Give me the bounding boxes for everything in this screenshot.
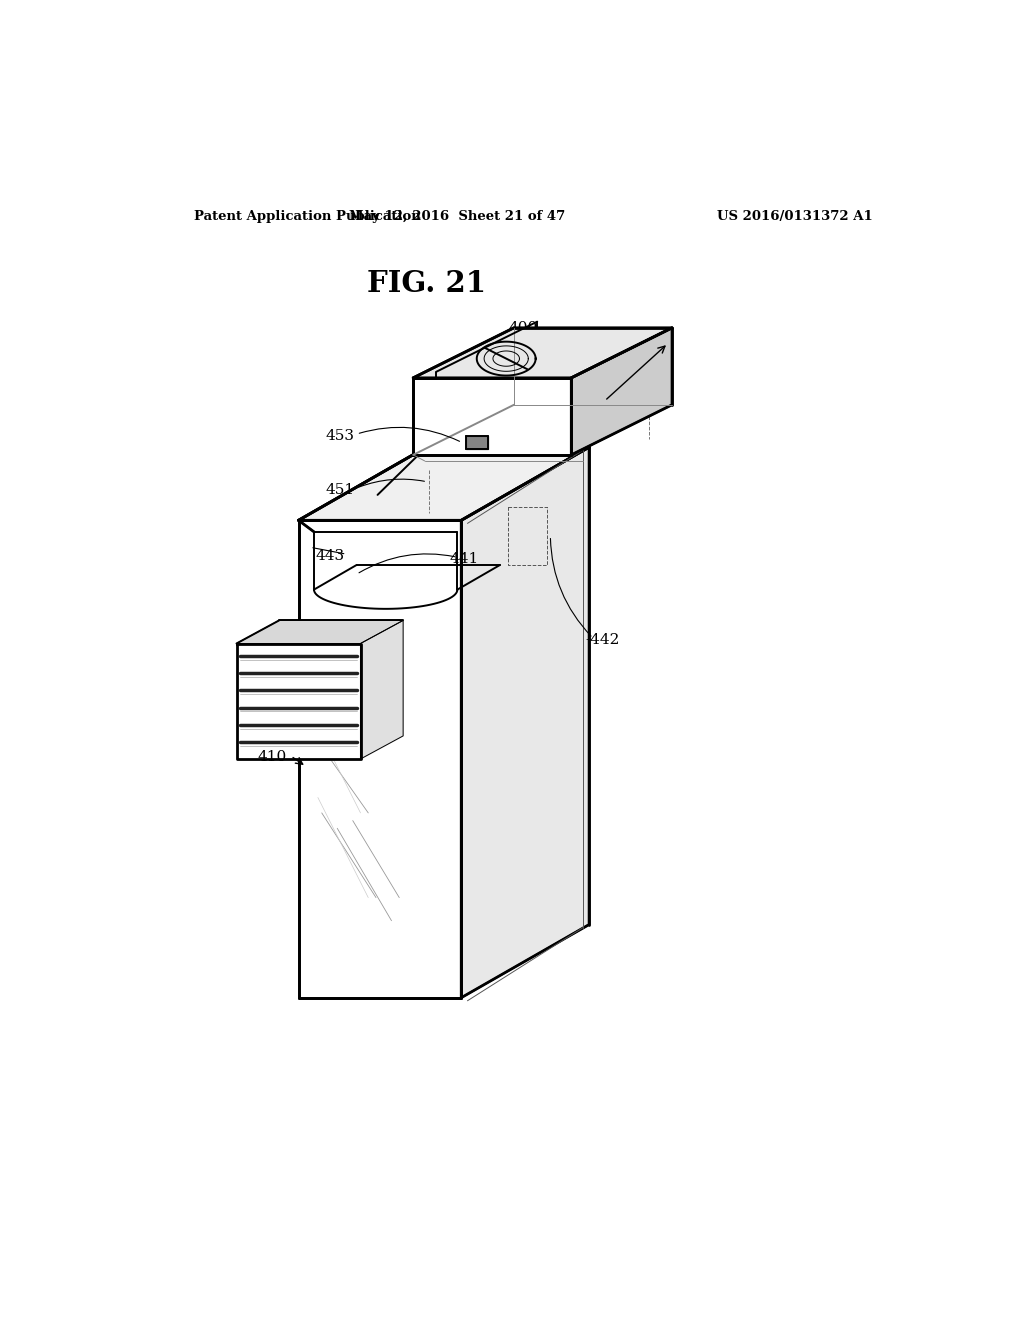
Text: FIG. 21: FIG. 21 xyxy=(367,269,485,297)
Text: -442: -442 xyxy=(586,632,620,647)
Polygon shape xyxy=(299,447,589,520)
Text: 443: 443 xyxy=(315,549,345,562)
Polygon shape xyxy=(237,644,360,759)
Text: 410: 410 xyxy=(257,751,287,764)
Text: 400: 400 xyxy=(509,321,538,335)
Text: 450: 450 xyxy=(601,391,630,404)
Text: May 12, 2016  Sheet 21 of 47: May 12, 2016 Sheet 21 of 47 xyxy=(349,210,565,223)
Polygon shape xyxy=(237,620,403,644)
Text: US 2016/0131372 A1: US 2016/0131372 A1 xyxy=(717,210,872,223)
Polygon shape xyxy=(414,327,672,378)
Text: 441: 441 xyxy=(450,552,479,566)
Polygon shape xyxy=(461,447,589,998)
Text: Patent Application Publication: Patent Application Publication xyxy=(194,210,421,223)
Polygon shape xyxy=(571,327,672,455)
Polygon shape xyxy=(414,378,571,455)
Text: 451: 451 xyxy=(326,483,354,496)
Polygon shape xyxy=(466,436,487,449)
Polygon shape xyxy=(299,520,461,998)
Text: 453: 453 xyxy=(326,429,354,442)
Polygon shape xyxy=(360,620,403,759)
